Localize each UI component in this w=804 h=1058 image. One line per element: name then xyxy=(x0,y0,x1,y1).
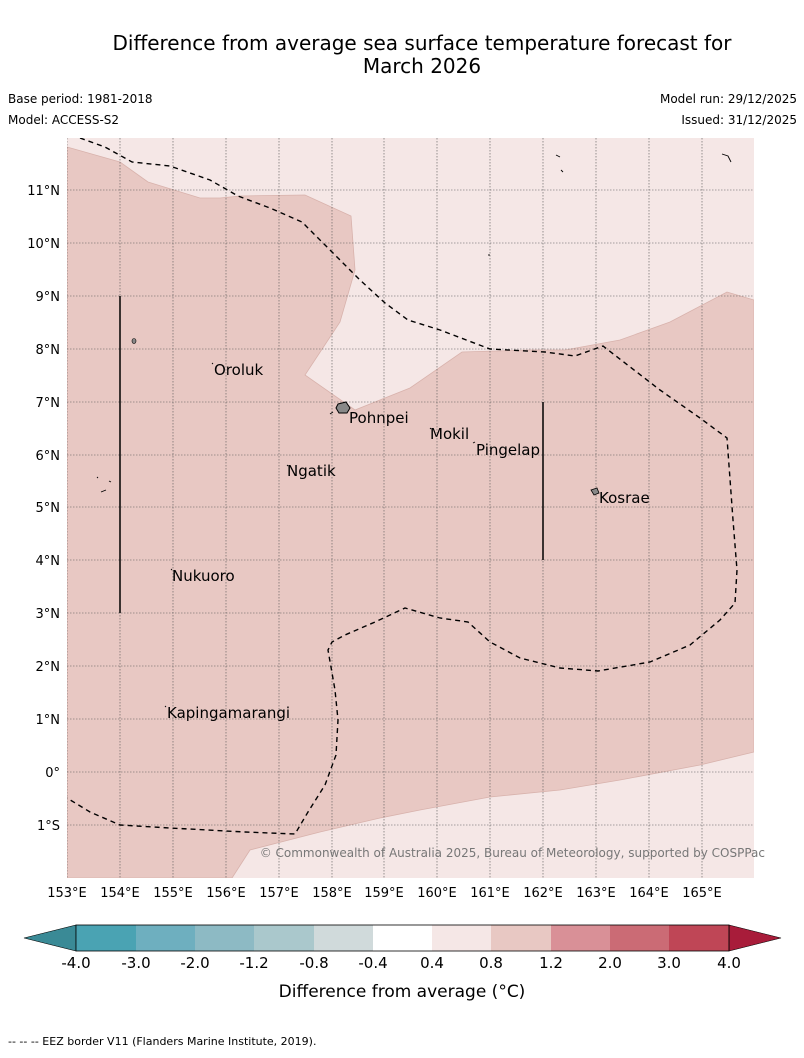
base-period: Base period: 1981-2018 xyxy=(8,92,153,106)
colorbar-title: Difference from average (°C) xyxy=(279,982,526,1002)
lon-label: 160°E xyxy=(417,886,457,901)
lon-label: 159°E xyxy=(364,886,404,901)
label-kapingamarangi: Kapingamarangi xyxy=(167,704,290,722)
lat-label: 0° xyxy=(45,766,60,781)
colorbar-tick: -3.0 xyxy=(121,954,150,972)
eez-legend: -- -- -- EEZ border V11 (Flanders Marine… xyxy=(8,1035,317,1048)
colorbar-tick: 4.0 xyxy=(717,954,741,972)
lon-label: 164°E xyxy=(629,886,669,901)
colorbar-tick: -4.0 xyxy=(61,954,90,972)
colorbar-extend-low xyxy=(23,924,77,952)
lat-label: 1°N xyxy=(36,713,61,728)
colorbar-segment xyxy=(373,925,432,951)
lat-label: 1°S xyxy=(37,819,60,834)
label-pingelap: Pingelap xyxy=(476,441,540,459)
lon-label: 158°E xyxy=(312,886,352,901)
model-run: Model run: 29/12/2025 xyxy=(659,92,797,106)
lat-label: 10°N xyxy=(27,237,60,252)
lon-label: 155°E xyxy=(153,886,193,901)
lon-label: 153°E xyxy=(47,886,87,901)
colorbar-segment xyxy=(195,925,254,951)
label-ngatik: Ngatik xyxy=(287,462,336,480)
title-line-1: Difference from average sea surface temp… xyxy=(112,31,732,55)
colorbar-tick: -0.4 xyxy=(358,954,387,972)
lat-label: 4°N xyxy=(36,554,61,569)
colorbar-segment xyxy=(432,925,491,951)
colorbar-segment xyxy=(491,925,551,951)
lat-label: 2°N xyxy=(36,660,61,675)
lon-label: 162°E xyxy=(523,886,563,901)
colorbar-tick: -0.8 xyxy=(299,954,328,972)
colorbar-segment xyxy=(314,925,373,951)
lat-label: 11°N xyxy=(27,184,60,199)
colorbar-tick: -2.0 xyxy=(180,954,209,972)
title-line-2: March 2026 xyxy=(362,54,482,78)
lat-label: 8°N xyxy=(36,343,61,358)
copyright-notice: © Commonwealth of Australia 2025, Bureau… xyxy=(260,846,765,860)
label-mokil: Mokil xyxy=(430,425,469,443)
eez-border xyxy=(67,138,738,835)
colorbar-tick: 2.0 xyxy=(598,954,622,972)
issued-date: Issued: 31/12/2025 xyxy=(681,113,797,127)
colorbar-outline xyxy=(75,924,730,952)
lon-label: 156°E xyxy=(206,886,246,901)
label-oroluk: Oroluk xyxy=(214,361,263,379)
colorbar-extend-high xyxy=(728,924,782,952)
anomaly-region-0.8-1.2 xyxy=(67,146,754,878)
lon-label: 165°E xyxy=(682,886,722,901)
colorbar-tick: 0.8 xyxy=(479,954,503,972)
colorbar-tick: 0.4 xyxy=(420,954,444,972)
kosrae-island xyxy=(590,487,600,496)
lon-axis: 153°E 154°E 155°E 156°E 157°E 158°E 159°… xyxy=(47,886,722,901)
colorbar-tick: -1.2 xyxy=(239,954,268,972)
colorbar-tick: 1.2 xyxy=(539,954,563,972)
label-kosrae: Kosrae xyxy=(599,489,650,507)
label-nukuoro: Nukuoro xyxy=(172,567,235,585)
model-name: Model: ACCESS-S2 xyxy=(8,113,120,127)
lat-label: 5°N xyxy=(36,501,61,516)
place-labels: Oroluk Pohnpei Mokil Pingelap Ngatik Kos… xyxy=(167,361,650,722)
colorbar-ticks: -4.0 -3.0 -2.0 -1.2 -0.8 -0.4 0.4 0.8 1.… xyxy=(61,954,741,972)
lon-label: 157°E xyxy=(259,886,299,901)
colorbar-segment xyxy=(254,925,314,951)
lat-label: 3°N xyxy=(36,607,61,622)
lon-label: 163°E xyxy=(576,886,616,901)
lat-label: 6°N xyxy=(36,449,61,464)
islet-icon xyxy=(131,338,137,344)
colorbar-segment xyxy=(76,925,136,951)
map-title: Difference from average sea surface temp… xyxy=(40,32,804,78)
map-figure: Oroluk Pohnpei Mokil Pingelap Ngatik Kos… xyxy=(23,138,782,1002)
lon-label: 154°E xyxy=(100,886,140,901)
colorbar: -4.0 -3.0 -2.0 -1.2 -0.8 -0.4 0.4 0.8 1.… xyxy=(23,924,782,1002)
lat-label: 9°N xyxy=(36,290,61,305)
reef-marks xyxy=(96,153,732,708)
colorbar-segment xyxy=(551,925,610,951)
label-pohnpei: Pohnpei xyxy=(349,409,409,427)
lat-axis: 11°N 10°N 9°N 8°N 7°N 6°N 5°N 4°N 3°N 2°… xyxy=(27,184,60,834)
lon-label: 161°E xyxy=(470,886,510,901)
colorbar-tick: 3.0 xyxy=(657,954,681,972)
colorbar-segment xyxy=(610,925,669,951)
colorbar-segment xyxy=(136,925,195,951)
colorbar-segment xyxy=(669,925,729,951)
pohnpei-island xyxy=(335,401,351,414)
lat-label: 7°N xyxy=(36,396,61,411)
